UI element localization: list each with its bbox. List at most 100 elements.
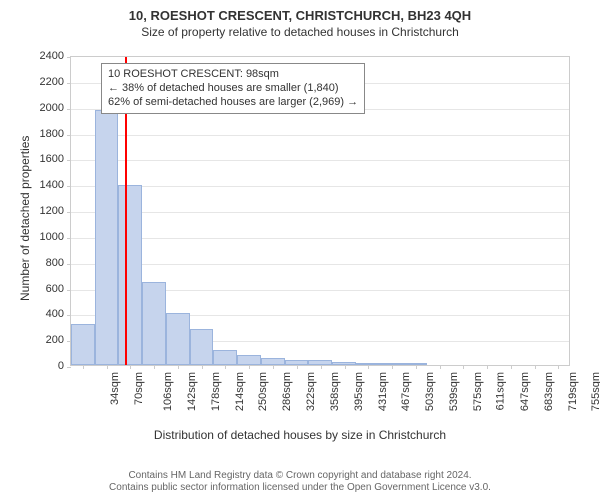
footer-line-1: Contains HM Land Registry data © Crown c… bbox=[0, 470, 600, 482]
x-tick-mark bbox=[321, 365, 322, 369]
histogram-bar bbox=[118, 185, 142, 365]
annotation-line: ← 38% of detached houses are smaller (1,… bbox=[108, 82, 358, 96]
x-tick-label: 431sqm bbox=[377, 372, 389, 411]
x-tick-label: 755sqm bbox=[591, 372, 600, 411]
x-tick-mark bbox=[535, 365, 536, 369]
y-tick-mark bbox=[67, 57, 71, 58]
x-tick-label: 467sqm bbox=[401, 372, 413, 411]
histogram-bar bbox=[237, 355, 261, 365]
x-tick-label: 683sqm bbox=[543, 372, 555, 411]
x-tick-label: 719sqm bbox=[567, 372, 579, 411]
y-tick-label: 600 bbox=[46, 283, 64, 295]
property-annotation-box: 10 ROESHOT CRESCENT: 98sqm← 38% of detac… bbox=[101, 63, 365, 114]
plot-area: 10 ROESHOT CRESCENT: 98sqm← 38% of detac… bbox=[70, 56, 570, 366]
y-tick-label: 1000 bbox=[40, 231, 64, 243]
histogram-bar bbox=[380, 363, 404, 365]
x-tick-mark bbox=[225, 365, 226, 369]
x-tick-label: 395sqm bbox=[353, 372, 365, 411]
x-tick-mark bbox=[273, 365, 274, 369]
gridline bbox=[71, 264, 569, 265]
footer-line-2: Contains public sector information licen… bbox=[0, 482, 600, 494]
footer-attribution: Contains HM Land Registry data © Crown c… bbox=[0, 470, 600, 494]
x-axis-label: Distribution of detached houses by size … bbox=[0, 428, 600, 442]
x-tick-label: 142sqm bbox=[186, 372, 198, 411]
y-tick-mark bbox=[67, 238, 71, 239]
x-tick-label: 358sqm bbox=[329, 372, 341, 411]
x-tick-mark bbox=[107, 365, 108, 369]
y-tick-mark bbox=[67, 83, 71, 84]
x-tick-label: 322sqm bbox=[305, 372, 317, 411]
annotation-line: 62% of semi-detached houses are larger (… bbox=[108, 96, 358, 110]
x-tick-mark bbox=[130, 365, 131, 369]
y-tick-mark bbox=[67, 264, 71, 265]
annotation-line: 10 ROESHOT CRESCENT: 98sqm bbox=[108, 68, 358, 82]
x-tick-mark bbox=[83, 365, 84, 369]
x-tick-mark bbox=[487, 365, 488, 369]
y-tick-label: 1200 bbox=[40, 205, 64, 217]
x-tick-mark bbox=[345, 365, 346, 369]
histogram-bar bbox=[285, 360, 309, 365]
histogram-bar bbox=[308, 360, 332, 365]
y-tick-mark bbox=[67, 212, 71, 213]
histogram-bar bbox=[71, 324, 95, 365]
gridline bbox=[71, 212, 569, 213]
x-tick-mark bbox=[154, 365, 155, 369]
histogram-bar bbox=[403, 363, 427, 365]
x-tick-mark bbox=[511, 365, 512, 369]
histogram-bar bbox=[190, 329, 214, 365]
y-tick-label: 2000 bbox=[40, 102, 64, 114]
y-tick-mark bbox=[67, 160, 71, 161]
y-tick-label: 1800 bbox=[40, 128, 64, 140]
x-tick-label: 611sqm bbox=[495, 372, 507, 410]
histogram-bar bbox=[332, 362, 356, 365]
gridline bbox=[71, 135, 569, 136]
x-tick-label: 34sqm bbox=[109, 372, 121, 405]
x-tick-label: 575sqm bbox=[472, 372, 484, 411]
y-tick-label: 400 bbox=[46, 308, 64, 320]
y-tick-label: 1600 bbox=[40, 153, 64, 165]
y-tick-mark bbox=[67, 186, 71, 187]
x-tick-mark bbox=[297, 365, 298, 369]
x-tick-label: 178sqm bbox=[210, 372, 222, 411]
x-tick-mark bbox=[463, 365, 464, 369]
y-tick-label: 0 bbox=[58, 360, 64, 372]
x-tick-label: 539sqm bbox=[448, 372, 460, 411]
histogram-bar bbox=[356, 363, 380, 365]
x-tick-label: 286sqm bbox=[281, 372, 293, 411]
x-tick-mark bbox=[202, 365, 203, 369]
histogram-bar bbox=[95, 110, 119, 365]
x-tick-label: 250sqm bbox=[257, 372, 269, 411]
gridline bbox=[71, 160, 569, 161]
y-tick-mark bbox=[67, 315, 71, 316]
x-tick-mark bbox=[249, 365, 250, 369]
gridline bbox=[71, 238, 569, 239]
x-axis-tick-labels: 34sqm 70sqm 106sqm 142sqm 178sqm 214sqm 250sqm… bbox=[70, 372, 570, 427]
y-tick-label: 200 bbox=[46, 334, 64, 346]
y-axis-label: Number of detached properties bbox=[18, 136, 32, 301]
x-tick-label: 647sqm bbox=[519, 372, 531, 411]
chart-subtitle: Size of property relative to detached ho… bbox=[0, 23, 600, 39]
histogram-bar bbox=[213, 350, 237, 366]
x-tick-mark bbox=[178, 365, 179, 369]
histogram-bar bbox=[142, 282, 166, 365]
y-axis-tick-labels: 0200400600800100012001400160018002000220… bbox=[0, 56, 64, 366]
y-tick-label: 2400 bbox=[40, 50, 64, 62]
y-tick-label: 2200 bbox=[40, 76, 64, 88]
x-tick-label: 214sqm bbox=[234, 372, 246, 411]
y-tick-label: 1400 bbox=[40, 179, 64, 191]
y-tick-mark bbox=[67, 135, 71, 136]
histogram-bar bbox=[261, 358, 285, 365]
x-tick-label: 503sqm bbox=[424, 372, 436, 411]
histogram-bar bbox=[166, 313, 190, 365]
x-tick-mark bbox=[440, 365, 441, 369]
y-tick-mark bbox=[67, 109, 71, 110]
x-tick-mark bbox=[416, 365, 417, 369]
y-tick-label: 800 bbox=[46, 257, 64, 269]
x-tick-mark bbox=[368, 365, 369, 369]
gridline bbox=[71, 186, 569, 187]
chart-title: 10, ROESHOT CRESCENT, CHRISTCHURCH, BH23… bbox=[0, 0, 600, 23]
x-tick-label: 70sqm bbox=[133, 372, 145, 405]
y-tick-mark bbox=[67, 367, 71, 368]
x-tick-mark bbox=[558, 365, 559, 369]
x-tick-label: 106sqm bbox=[163, 372, 175, 411]
